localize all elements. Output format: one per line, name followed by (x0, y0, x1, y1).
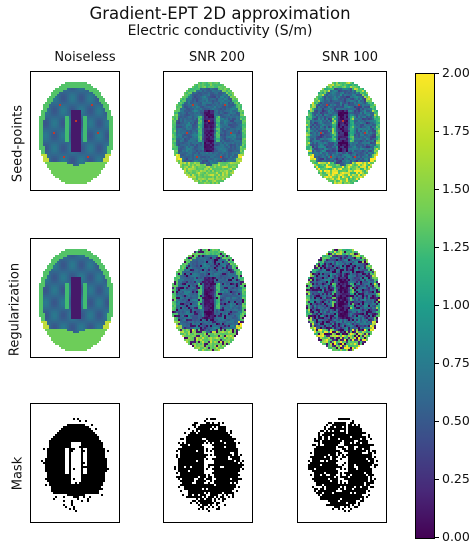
colorbar (415, 73, 435, 539)
mask-noiseless (30, 403, 120, 523)
colorbar-tick (434, 305, 439, 306)
colorbar-tick (434, 421, 439, 422)
map-seed-points-noiseless (30, 71, 120, 191)
mask-snr-200 (163, 403, 253, 523)
column-label-snr-200: SNR 200 (189, 50, 245, 65)
colorbar-tick (434, 363, 439, 364)
colorbar-tick-label: 0.25 (442, 471, 470, 486)
map-regularization-noiseless (30, 238, 120, 358)
map-seed-points-snr-100 (297, 71, 387, 191)
column-label-noiseless: Noiseless (54, 50, 116, 65)
colorbar-tick (434, 479, 439, 480)
colorbar-tick-label: 0.75 (442, 355, 470, 370)
colorbar-tick (434, 247, 439, 248)
colorbar-tick-label: 1.50 (442, 181, 470, 196)
map-regularization-snr-200 (163, 238, 253, 358)
colorbar-tick-label: 1.75 (442, 123, 470, 138)
mask-snr-100 (297, 403, 387, 523)
map-regularization-snr-100 (297, 238, 387, 358)
colorbar-tick-label: 0.00 (442, 529, 470, 544)
map-seed-points-snr-200 (163, 71, 253, 191)
colorbar-tick (434, 537, 439, 538)
colorbar-tick (434, 73, 439, 74)
colorbar-tick-label: 1.25 (442, 239, 470, 254)
column-label-snr-100: SNR 100 (322, 50, 378, 65)
colorbar-tick (434, 189, 439, 190)
row-label-seed-points: Seed-points (10, 104, 26, 183)
figure-title: Gradient-EPT 2D approximation (89, 4, 351, 23)
colorbar-tick-label: 0.50 (442, 413, 470, 428)
colorbar-tick (434, 131, 439, 132)
row-label-mask: Mask (10, 456, 26, 491)
colorbar-tick-label: 2.00 (442, 65, 470, 80)
figure-subtitle: Electric conductivity (S/m) (127, 23, 313, 39)
row-label-regularization: Regularization (7, 262, 23, 357)
colorbar-tick-label: 1.00 (442, 297, 470, 312)
